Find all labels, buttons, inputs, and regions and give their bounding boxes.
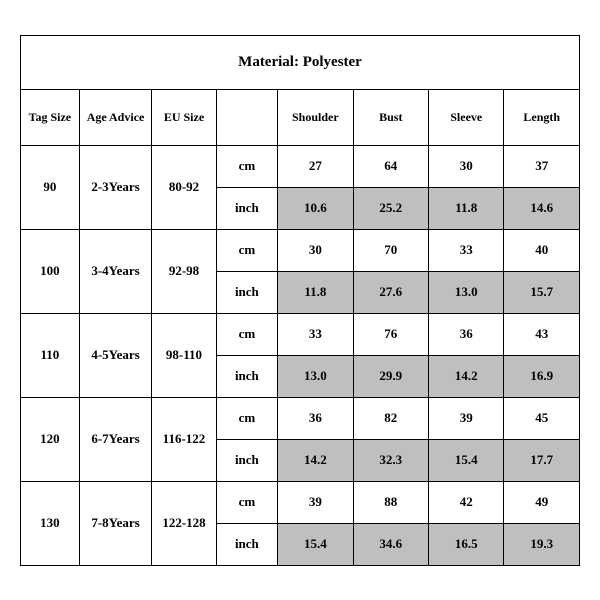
header-unit (216, 89, 277, 145)
cell-bust-cm: 64 (353, 145, 428, 187)
cell-bust-inch: 32.3 (353, 439, 428, 481)
cell-length-inch: 14.6 (504, 187, 580, 229)
cell-sleeve-cm: 39 (429, 397, 504, 439)
table-row: 110 4-5Years 98-110 cm 33 76 36 43 (21, 313, 580, 355)
cell-length-inch: 19.3 (504, 523, 580, 565)
cell-unit-cm: cm (216, 145, 277, 187)
table-title: Material: Polyester (21, 35, 580, 89)
cell-unit-inch: inch (216, 271, 277, 313)
cell-shoulder-cm: 27 (278, 145, 353, 187)
cell-sleeve-inch: 15.4 (429, 439, 504, 481)
cell-unit-inch: inch (216, 523, 277, 565)
header-tag: Tag Size (21, 89, 80, 145)
cell-length-cm: 45 (504, 397, 580, 439)
cell-length-cm: 49 (504, 481, 580, 523)
cell-sleeve-inch: 13.0 (429, 271, 504, 313)
cell-sleeve-inch: 11.8 (429, 187, 504, 229)
header-sleeve: Sleeve (429, 89, 504, 145)
cell-unit-inch: inch (216, 187, 277, 229)
table-row: 90 2-3Years 80-92 cm 27 64 30 37 (21, 145, 580, 187)
table-row: 130 7-8Years 122-128 cm 39 88 42 49 (21, 481, 580, 523)
cell-tag: 120 (21, 397, 80, 481)
cell-bust-cm: 88 (353, 481, 428, 523)
cell-shoulder-inch: 14.2 (278, 439, 353, 481)
cell-unit-cm: cm (216, 229, 277, 271)
cell-shoulder-cm: 33 (278, 313, 353, 355)
cell-sleeve-inch: 14.2 (429, 355, 504, 397)
header-eu: EU Size (152, 89, 216, 145)
cell-shoulder-cm: 36 (278, 397, 353, 439)
header-length: Length (504, 89, 580, 145)
size-table: Material: Polyester Tag Size Age Advice … (20, 35, 580, 566)
cell-shoulder-cm: 30 (278, 229, 353, 271)
cell-eu: 122-128 (152, 481, 216, 565)
cell-tag: 100 (21, 229, 80, 313)
cell-tag: 130 (21, 481, 80, 565)
cell-eu: 92-98 (152, 229, 216, 313)
cell-sleeve-cm: 36 (429, 313, 504, 355)
cell-shoulder-cm: 39 (278, 481, 353, 523)
cell-shoulder-inch: 10.6 (278, 187, 353, 229)
cell-sleeve-cm: 42 (429, 481, 504, 523)
cell-bust-cm: 76 (353, 313, 428, 355)
cell-length-inch: 15.7 (504, 271, 580, 313)
cell-bust-inch: 27.6 (353, 271, 428, 313)
header-age: Age Advice (79, 89, 152, 145)
header-row: Tag Size Age Advice EU Size Shoulder Bus… (21, 89, 580, 145)
cell-eu: 116-122 (152, 397, 216, 481)
cell-bust-inch: 25.2 (353, 187, 428, 229)
cell-bust-cm: 70 (353, 229, 428, 271)
cell-shoulder-inch: 13.0 (278, 355, 353, 397)
cell-bust-cm: 82 (353, 397, 428, 439)
size-chart: Material: Polyester Tag Size Age Advice … (20, 35, 580, 566)
cell-length-cm: 40 (504, 229, 580, 271)
cell-age: 6-7Years (79, 397, 152, 481)
table-row: 100 3-4Years 92-98 cm 30 70 33 40 (21, 229, 580, 271)
cell-length-cm: 43 (504, 313, 580, 355)
cell-bust-inch: 34.6 (353, 523, 428, 565)
cell-sleeve-cm: 30 (429, 145, 504, 187)
cell-age: 2-3Years (79, 145, 152, 229)
cell-length-inch: 16.9 (504, 355, 580, 397)
cell-age: 7-8Years (79, 481, 152, 565)
cell-shoulder-inch: 11.8 (278, 271, 353, 313)
cell-sleeve-cm: 33 (429, 229, 504, 271)
cell-unit-inch: inch (216, 439, 277, 481)
header-shoulder: Shoulder (278, 89, 353, 145)
cell-tag: 110 (21, 313, 80, 397)
cell-unit-cm: cm (216, 481, 277, 523)
cell-unit-cm: cm (216, 313, 277, 355)
cell-shoulder-inch: 15.4 (278, 523, 353, 565)
table-row: 120 6-7Years 116-122 cm 36 82 39 45 (21, 397, 580, 439)
cell-tag: 90 (21, 145, 80, 229)
cell-age: 4-5Years (79, 313, 152, 397)
cell-eu: 98-110 (152, 313, 216, 397)
cell-unit-cm: cm (216, 397, 277, 439)
cell-age: 3-4Years (79, 229, 152, 313)
cell-length-cm: 37 (504, 145, 580, 187)
cell-unit-inch: inch (216, 355, 277, 397)
title-row: Material: Polyester (21, 35, 580, 89)
header-bust: Bust (353, 89, 428, 145)
cell-bust-inch: 29.9 (353, 355, 428, 397)
cell-sleeve-inch: 16.5 (429, 523, 504, 565)
cell-length-inch: 17.7 (504, 439, 580, 481)
cell-eu: 80-92 (152, 145, 216, 229)
